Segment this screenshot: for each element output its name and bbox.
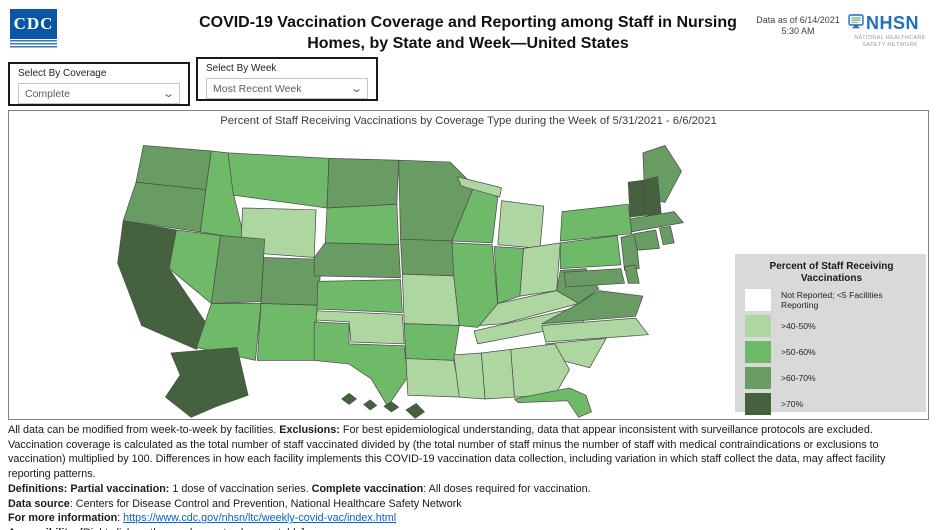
page-title-line1: COVID-19 Vaccination Coverage and Report… — [199, 14, 737, 31]
legend-swatch — [745, 366, 771, 389]
state-PA[interactable] — [559, 235, 622, 269]
legend-item: >50-60% — [745, 340, 918, 363]
legend-item: >60-70% — [745, 366, 918, 389]
footnotes: All data can be modified from week-to-we… — [8, 423, 930, 530]
coverage-select[interactable]: Complete ⌄ — [18, 83, 180, 104]
more-info-link[interactable]: https://www.cdc.gov/nhsn/ltc/weekly-covi… — [123, 512, 397, 525]
legend-label: Not Reported; <5 Facilities Reporting — [781, 289, 883, 310]
state-NH[interactable] — [642, 176, 662, 216]
state-FL[interactable] — [514, 387, 592, 418]
footnote-definitions: Definitions: Partial vaccination: 1 dose… — [8, 482, 591, 495]
footnote-accessibility: Accessibility: [Right click on the graph… — [8, 526, 930, 530]
state-AL[interactable] — [480, 349, 515, 400]
state-OH[interactable] — [519, 242, 561, 297]
nhsn-logo: NHSN NATIONAL HEALTHCARE SAFETY NETWORK — [848, 13, 932, 48]
state-VA[interactable] — [541, 290, 644, 325]
state-MT[interactable] — [227, 152, 330, 209]
state-OK[interactable] — [315, 310, 405, 345]
state-MI[interactable] — [497, 200, 545, 249]
legend-item: Not Reported; <5 Facilities Reporting — [745, 288, 918, 311]
state-IN[interactable] — [493, 246, 524, 304]
week-select-value: Most Recent Week — [213, 82, 302, 95]
nhsn-logo-subtitle: NATIONAL HEALTHCARE SAFETY NETWORK — [854, 35, 926, 48]
state-NY[interactable] — [559, 203, 633, 242]
state-CT[interactable] — [633, 229, 660, 251]
map-panel: Percent of Staff Receiving Vaccinations … — [8, 110, 929, 420]
legend-label: >60-70% — [781, 372, 816, 383]
legend-label: >40-50% — [781, 320, 816, 331]
state-IA[interactable] — [400, 238, 460, 277]
nhsn-logo-text: NHSN — [866, 13, 920, 33]
coverage-select-value: Complete — [25, 87, 70, 100]
state-RI[interactable] — [659, 225, 675, 246]
legend-item: >40-50% — [745, 314, 918, 337]
state-MO[interactable] — [401, 273, 460, 326]
state-MD[interactable] — [563, 268, 625, 288]
data-as-of-time: 5:30 AM — [781, 26, 815, 36]
state-CO[interactable] — [260, 257, 322, 306]
state-ND[interactable] — [326, 158, 400, 209]
state-UT[interactable] — [210, 235, 265, 304]
state-WA[interactable] — [135, 145, 212, 190]
legend-label: >70% — [781, 398, 804, 409]
legend-title: Percent of Staff Receiving Vaccinations — [769, 261, 894, 284]
legend-swatch — [745, 288, 771, 311]
state-SD[interactable] — [324, 203, 400, 246]
monitor-icon — [848, 13, 864, 34]
coverage-filter: Select By Coverage Complete ⌄ — [8, 62, 190, 106]
page-title: COVID-19 Vaccination Coverage and Report… — [168, 12, 768, 54]
state-AR[interactable] — [403, 323, 460, 361]
state-AZ[interactable] — [196, 303, 262, 361]
state-HI[interactable] — [383, 401, 400, 413]
legend-swatch — [745, 340, 771, 363]
state-TX[interactable] — [313, 321, 409, 407]
state-DE[interactable] — [624, 264, 640, 284]
state-HI[interactable] — [363, 399, 378, 411]
state-HI[interactable] — [341, 393, 357, 405]
week-select[interactable]: Most Recent Week ⌄ — [206, 78, 368, 99]
legend-label: >50-60% — [781, 346, 816, 357]
legend-swatch — [745, 314, 771, 337]
footnote-data-source: Data source: Centers for Disease Control… — [8, 497, 462, 510]
legend-item: >70% — [745, 392, 918, 415]
state-MS[interactable] — [453, 352, 486, 400]
state-AK[interactable] — [165, 347, 249, 418]
data-as-of: Data as of 6/14/2021 5:30 AM — [752, 15, 844, 37]
week-filter-label: Select By Week — [206, 63, 277, 74]
footnote-exclusions: All data can be modified from week-to-we… — [8, 424, 886, 481]
cdc-logo-text: CDC — [10, 9, 57, 39]
state-NM[interactable] — [256, 303, 319, 361]
us-choropleth-map[interactable] — [59, 129, 731, 426]
footnote-more-info: For more information: https://www.cdc.go… — [8, 512, 397, 525]
page-title-line2: Homes, by State and Week—United States — [307, 35, 629, 52]
state-MA[interactable] — [629, 211, 684, 233]
state-MI-upper[interactable] — [457, 176, 502, 198]
data-as-of-date: Data as of 6/14/2021 — [756, 15, 840, 25]
state-NC[interactable] — [541, 317, 649, 343]
chevron-down-icon: ⌄ — [161, 87, 175, 100]
state-LA[interactable] — [405, 358, 462, 398]
state-IL[interactable] — [451, 242, 499, 328]
state-KS[interactable] — [316, 279, 403, 314]
week-filter: Select By Week Most Recent Week ⌄ — [196, 57, 378, 101]
state-NJ[interactable] — [620, 233, 640, 271]
chevron-down-icon: ⌄ — [349, 82, 363, 95]
state-HI[interactable] — [405, 403, 425, 419]
state-VT[interactable] — [627, 180, 646, 218]
cdc-logo-caption — [10, 40, 57, 48]
map-title: Percent of Staff Receiving Vaccinations … — [220, 115, 717, 127]
state-NE[interactable] — [313, 242, 401, 279]
legend-swatch — [745, 392, 771, 415]
coverage-filter-label: Select By Coverage — [18, 68, 107, 79]
cdc-logo: CDC — [10, 9, 57, 50]
map-legend: Percent of Staff Receiving Vaccinations … — [735, 254, 926, 415]
